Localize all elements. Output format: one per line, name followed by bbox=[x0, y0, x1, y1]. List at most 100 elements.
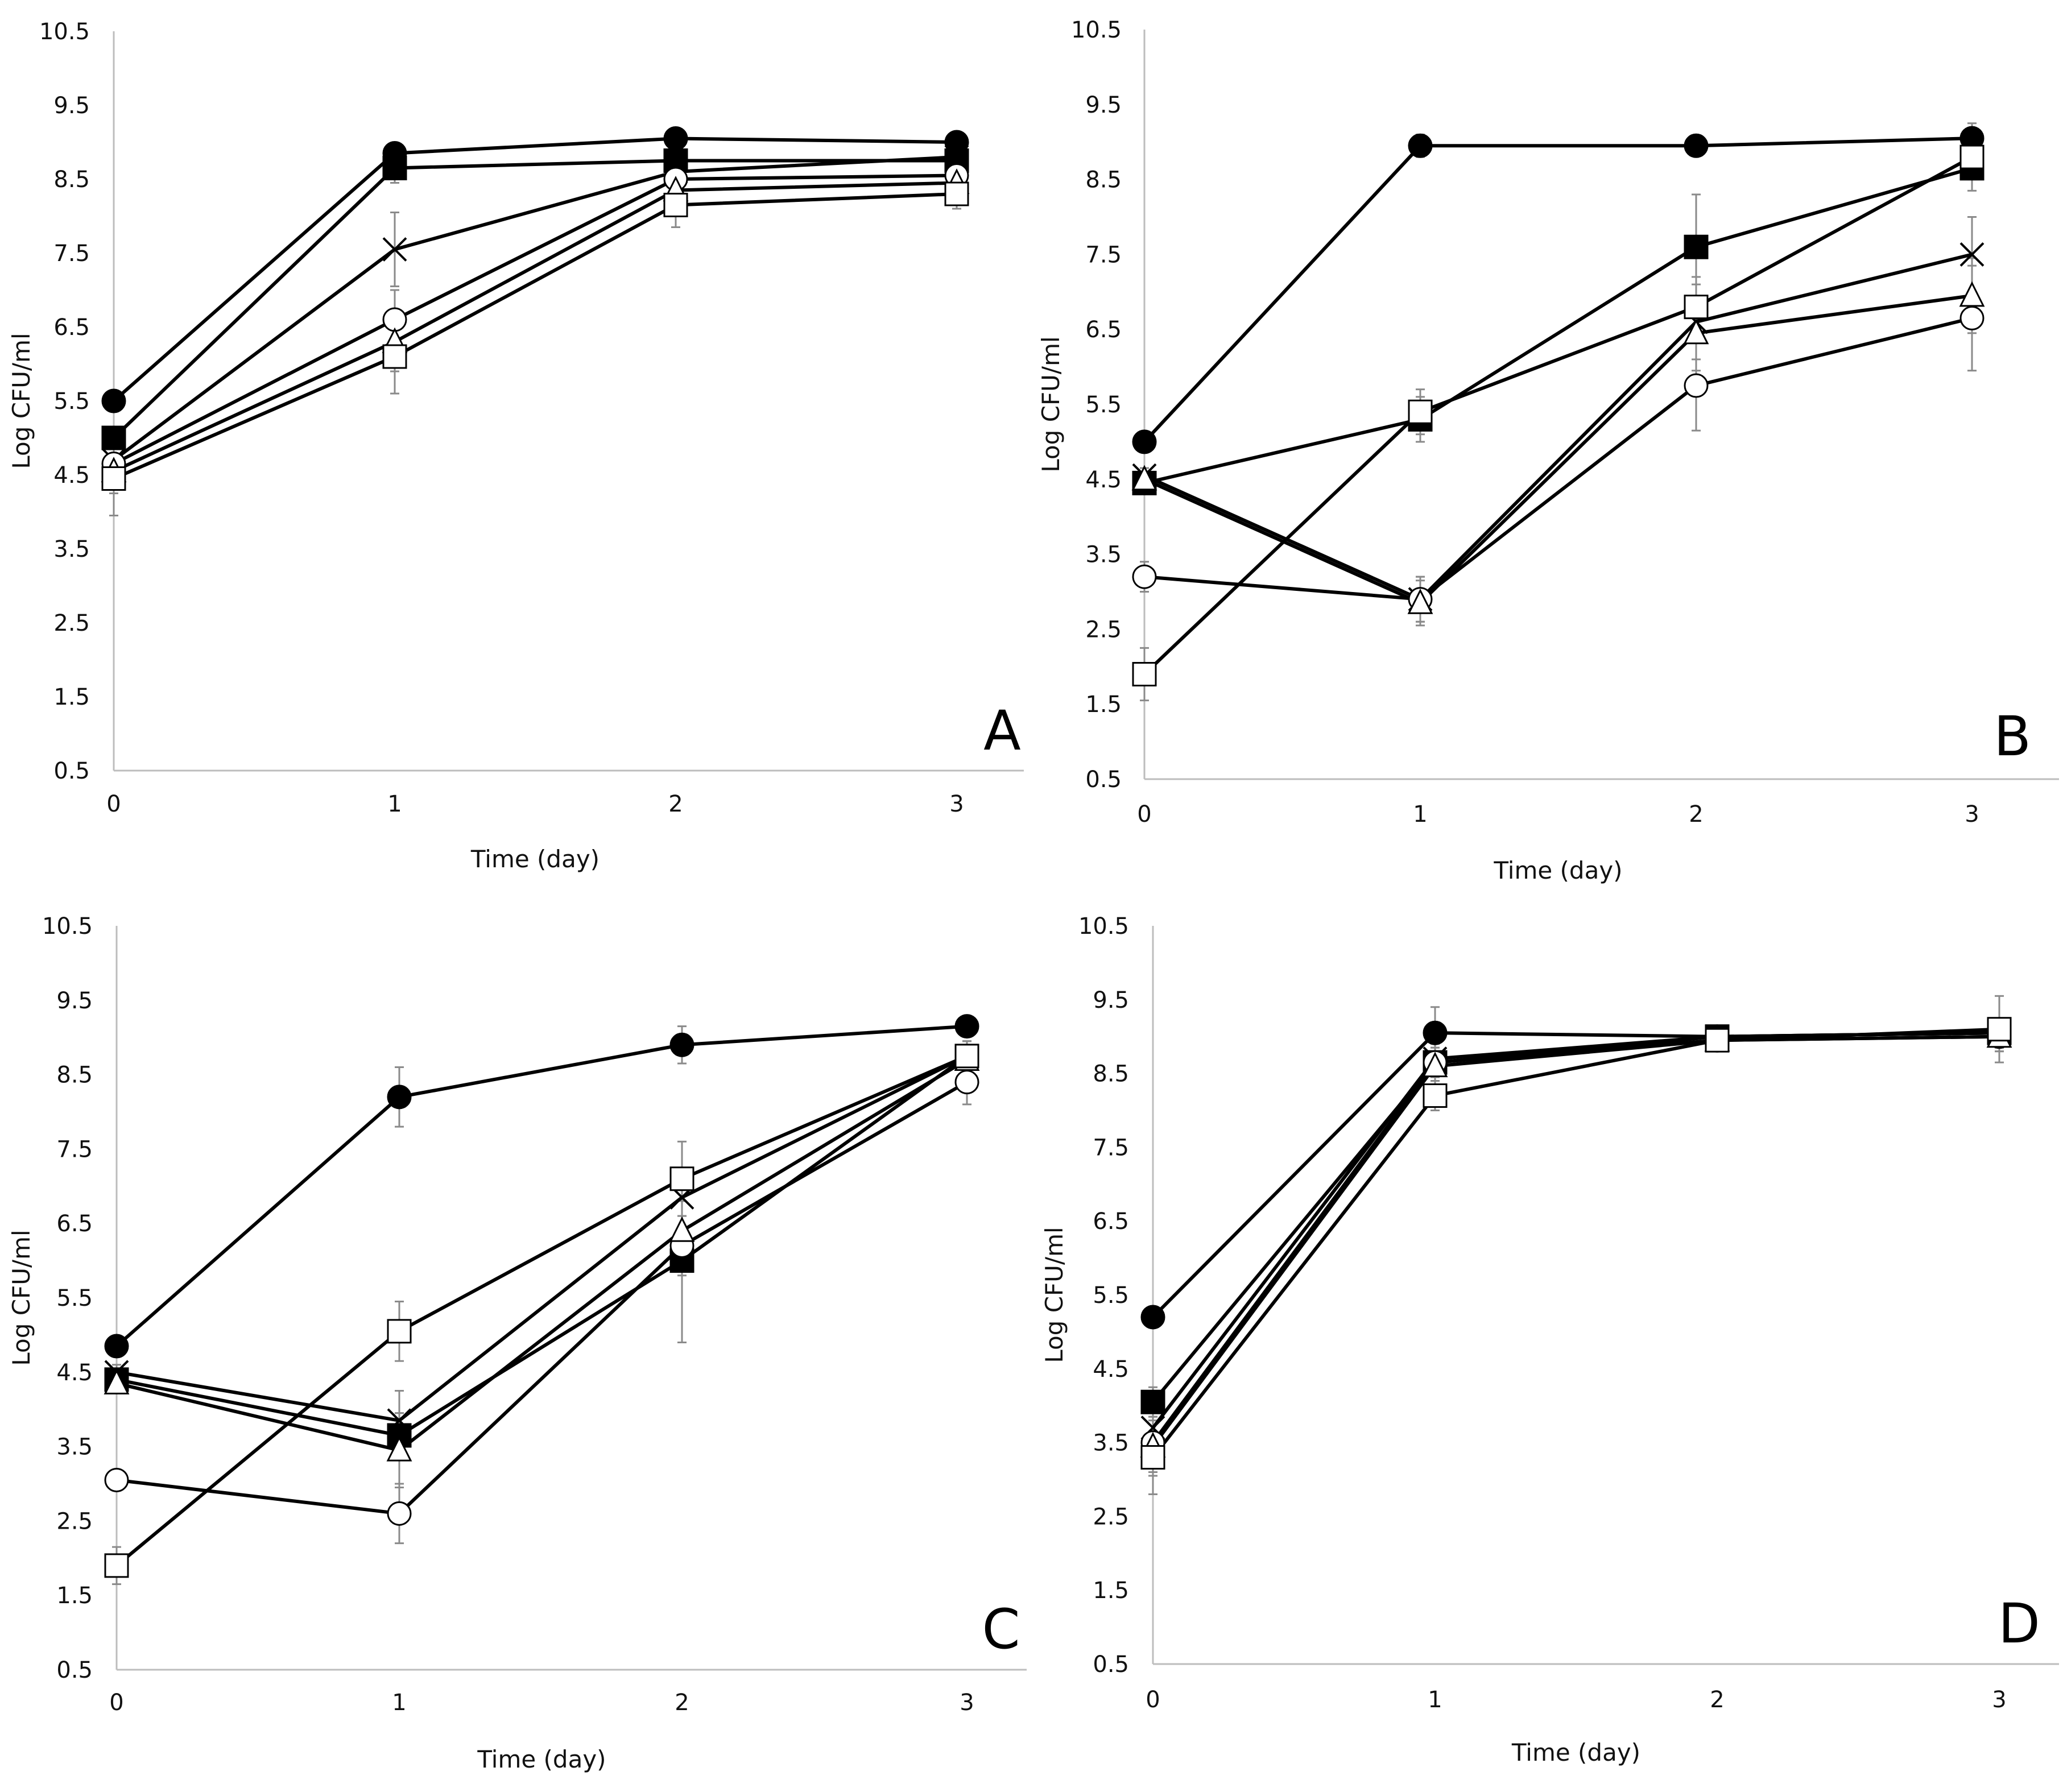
panel-a-ytick-label: 7.5 bbox=[53, 241, 90, 267]
panel-b-series-line-filled-square bbox=[1143, 166, 1974, 485]
panel-d-xtick-label: 2 bbox=[1710, 1687, 1724, 1713]
panel-d-point-open-square bbox=[1140, 1445, 1165, 1470]
panel-b-point-open-square bbox=[1132, 661, 1157, 686]
panel-c-point-filled-circle bbox=[954, 1014, 979, 1039]
panel-c-xtick-label: 0 bbox=[109, 1690, 123, 1716]
panel-d-ytick-label: 2.5 bbox=[1093, 1504, 1129, 1530]
panel-b-point-open-square bbox=[1408, 399, 1433, 424]
panel-b-point-filled-circle bbox=[1132, 429, 1157, 454]
panel-d-point-filled-circle bbox=[1423, 1020, 1448, 1045]
panel-c-series-line-cross bbox=[115, 1054, 969, 1422]
panel-c-point-filled-circle bbox=[669, 1032, 694, 1057]
panel-a: 0.5 1.5 2.5 3.5 4.5 5.5 6.5 7.5 8.5 9.5 10.5 0 1 2 3 Ti… bbox=[7, 19, 1024, 873]
panel-c-ytick-label: 9.5 bbox=[56, 988, 93, 1014]
panel-b-xtick-label: 3 bbox=[1965, 801, 1979, 827]
panel-a-ytick-label: 1.5 bbox=[53, 684, 90, 710]
panel-a-ytick-label: 10.5 bbox=[39, 19, 90, 45]
panel-a-ytick-label: 3.5 bbox=[53, 536, 90, 562]
panel-b-x-axis-title: Time (day) bbox=[1493, 856, 1622, 884]
panel-c-point-open-triangle bbox=[669, 1216, 695, 1242]
panel-b-series-line-open-square bbox=[1143, 155, 1974, 676]
panel-a-ytick-label: 8.5 bbox=[53, 167, 90, 193]
panel-d-ytick-label: 4.5 bbox=[1093, 1356, 1129, 1383]
panel-c-x-axis-title: Time (day) bbox=[477, 1745, 606, 1773]
panel-d-ytick-label: 0.5 bbox=[1093, 1652, 1129, 1678]
panel-d-xtick-label: 3 bbox=[1992, 1687, 2006, 1713]
panel-c-point-open-circle bbox=[387, 1501, 412, 1526]
panel-c-point-filled-circle bbox=[104, 1334, 129, 1359]
panel-b-ytick-label: 8.5 bbox=[1085, 167, 1122, 193]
panel-a-series-line-open-square bbox=[112, 192, 958, 481]
panel-c-point-open-square bbox=[669, 1166, 694, 1191]
panel-c-xtick-label: 3 bbox=[960, 1690, 974, 1716]
panel-a-point-open-square bbox=[101, 466, 126, 491]
panel-d-ytick-label: 7.5 bbox=[1093, 1135, 1129, 1161]
panel-b-letter: B bbox=[1994, 705, 2031, 768]
panel-c-ytick-label: 6.5 bbox=[56, 1211, 93, 1237]
panel-b-xtick-label: 1 bbox=[1413, 801, 1427, 827]
panel-d-series-line-open-triangle bbox=[1151, 1034, 2001, 1449]
panel-d-series-line-open-square bbox=[1151, 1027, 2001, 1459]
panel-b-point-open-circle bbox=[1132, 564, 1157, 589]
panel-a-point-cross bbox=[944, 144, 969, 169]
panel-b-point-open-triangle bbox=[1959, 281, 1985, 307]
panel-b-point-filled-square bbox=[1684, 234, 1709, 259]
panel-b-ytick-label: 1.5 bbox=[1085, 692, 1122, 718]
panel-a-series-line-filled-square bbox=[112, 159, 958, 440]
panel-a-point-open-square bbox=[944, 181, 969, 206]
panel-c-point-open-circle bbox=[104, 1467, 129, 1492]
panel-b-point-open-circle bbox=[1959, 305, 1985, 330]
panel-b-ytick-label: 7.5 bbox=[1085, 242, 1122, 268]
panel-b-point-filled-circle bbox=[1408, 133, 1433, 158]
panel-d-x-axis-title: Time (day) bbox=[1511, 1739, 1640, 1766]
panel-d-xtick-label: 1 bbox=[1428, 1687, 1442, 1713]
panel-d-point-open-square bbox=[1423, 1083, 1448, 1108]
panel-b-point-open-triangle bbox=[1683, 318, 1709, 345]
panel-c-point-open-square bbox=[954, 1044, 979, 1069]
panel-a-xtick-label: 2 bbox=[668, 791, 683, 817]
panel-c-series-line-open-circle bbox=[115, 1080, 969, 1516]
panel-c-series-line-filled-square bbox=[115, 1054, 969, 1437]
panel-b-ytick-label: 0.5 bbox=[1085, 767, 1122, 793]
panel-a-point-open-square bbox=[663, 193, 688, 217]
panel-c-xtick-label: 1 bbox=[392, 1690, 406, 1716]
panel-a-xtick-label: 3 bbox=[949, 791, 964, 817]
panel-d-point-open-square bbox=[1987, 1017, 2012, 1042]
panel-c-ytick-label: 2.5 bbox=[56, 1508, 93, 1534]
panel-b-ytick-label: 2.5 bbox=[1085, 616, 1122, 643]
panel-c-point-cross bbox=[387, 1408, 412, 1433]
panel-a-series-line-open-triangle bbox=[112, 181, 958, 473]
panel-b-ytick-label: 4.5 bbox=[1085, 467, 1122, 493]
panel-c: 0.5 1.5 2.5 3.5 4.5 5.5 6.5 7.5 8.5 9.5 10.5 0 1 2 3 Ti… bbox=[7, 913, 1027, 1773]
panel-a-point-filled-circle bbox=[663, 126, 688, 151]
panel-c-series-line-open-triangle bbox=[115, 1058, 969, 1452]
panel-a-point-filled-square bbox=[101, 425, 126, 450]
panel-c-ytick-label: 4.5 bbox=[56, 1360, 93, 1386]
panel-a-y-axis-title: Log CFU/ml bbox=[7, 333, 35, 469]
panel-d-letter: D bbox=[1998, 1592, 2040, 1656]
panel-d-series-line-filled-square bbox=[1151, 1031, 2001, 1404]
panel-b-ytick-label: 3.5 bbox=[1085, 542, 1122, 568]
panel-c-point-open-square bbox=[104, 1553, 129, 1578]
panel-d-ytick-label: 10.5 bbox=[1078, 913, 1129, 940]
panel-b-series-line-cross bbox=[1143, 253, 1974, 601]
panel-c-ytick-label: 10.5 bbox=[42, 913, 93, 940]
panel-d-ytick-label: 5.5 bbox=[1093, 1282, 1129, 1309]
panel-c-point-filled-circle bbox=[387, 1085, 412, 1110]
panel-a-point-open-square bbox=[382, 344, 407, 369]
panel-a-point-filled-square bbox=[382, 156, 407, 180]
panel-c-letter: C bbox=[982, 1598, 1020, 1661]
panel-c-ytick-label: 1.5 bbox=[56, 1583, 93, 1609]
panel-c-ytick-label: 0.5 bbox=[56, 1657, 93, 1683]
panel-a-letter: A bbox=[983, 699, 1021, 763]
panel-b-point-open-square bbox=[1684, 295, 1709, 320]
panel-a-point-cross bbox=[382, 237, 407, 262]
panel-a-ytick-label: 9.5 bbox=[53, 93, 90, 119]
panel-d-ytick-label: 1.5 bbox=[1093, 1578, 1129, 1604]
panel-b-xtick-label: 0 bbox=[1137, 801, 1151, 827]
panel-d-point-filled-square bbox=[1140, 1389, 1165, 1414]
panel-b: 0.5 1.5 2.5 3.5 4.5 5.5 6.5 7.5 8.5 9.5 10.5 0 1 2 3 Ti… bbox=[1037, 17, 2059, 884]
panel-c-point-open-circle bbox=[954, 1070, 979, 1095]
panel-d: 0.5 1.5 2.5 3.5 4.5 5.5 6.5 7.5 8.5 9.5 10.5 0 1 2 3 Ti… bbox=[1040, 913, 2059, 1766]
